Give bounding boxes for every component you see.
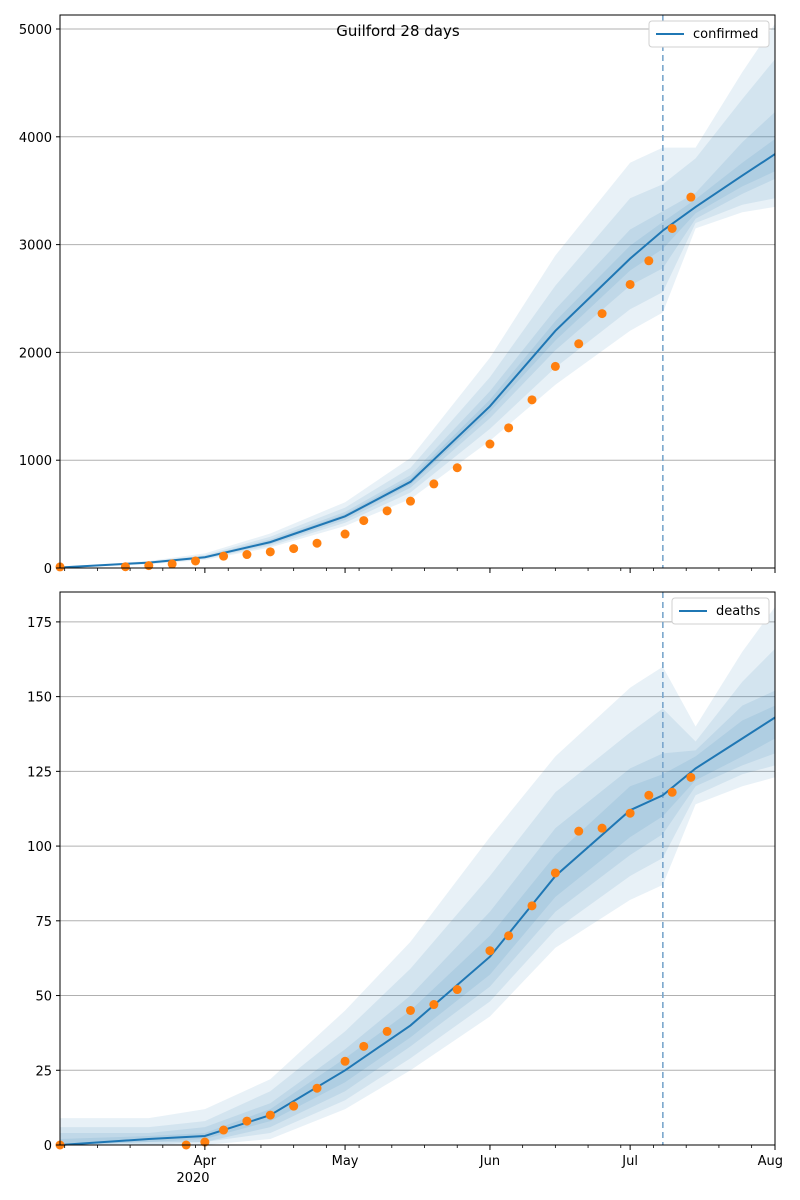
deaths-model-line	[59, 716, 776, 1146]
credible-band	[60, 23, 775, 568]
observed-point	[191, 556, 201, 566]
y-tick-label: 150	[27, 691, 52, 706]
observed-point	[574, 339, 584, 349]
confirmed-chart: 0 1000 2000 3000 4000 5000 Guilford 28 days c…	[19, 14, 776, 577]
y-tick-label: 100	[27, 840, 52, 855]
observed-point	[667, 787, 677, 797]
y-tick-label: 0	[44, 562, 52, 577]
observed-point	[340, 1056, 350, 1066]
observed-point	[504, 931, 514, 941]
observed-point	[686, 772, 696, 782]
observed-point	[485, 439, 495, 449]
observed-point	[340, 529, 350, 539]
observed-point	[574, 826, 584, 836]
observed-point	[644, 790, 654, 800]
legend-label-confirmed: confirmed	[693, 27, 759, 42]
confirmed-grid	[60, 28, 775, 461]
deaths-observed-points	[55, 772, 696, 1150]
legend-label-deaths: deaths	[716, 604, 761, 619]
confirmed-y-ticks: 0 1000 2000 3000 4000 5000	[19, 23, 60, 577]
observed-point	[485, 946, 495, 956]
deaths-legend: deaths	[671, 597, 770, 625]
observed-point	[265, 547, 275, 557]
legend-box	[671, 597, 770, 625]
model-line	[59, 716, 776, 1146]
observed-point	[597, 309, 607, 319]
observed-point	[289, 544, 299, 554]
x-tick-label: Apr	[194, 1154, 217, 1169]
x-tick-label: Aug	[758, 1154, 783, 1169]
observed-point	[265, 1110, 275, 1120]
credible-band	[60, 606, 775, 1145]
model-line	[59, 153, 776, 569]
y-tick-label: 50	[35, 990, 52, 1005]
y-tick-label: 25	[35, 1064, 52, 1079]
deaths-axes	[59, 591, 776, 1146]
y-tick-label: 4000	[19, 131, 52, 146]
credible-band	[60, 648, 775, 1145]
deaths-bands	[60, 606, 775, 1145]
observed-point	[550, 361, 560, 371]
y-tick-label: 125	[27, 765, 52, 780]
observed-point	[359, 1041, 369, 1051]
observed-point	[667, 223, 677, 233]
observed-point	[429, 479, 439, 489]
observed-point	[597, 823, 607, 833]
observed-point	[550, 868, 560, 878]
deaths-x-ticks: Apr May Jun Jul Aug	[64, 1145, 783, 1169]
observed-point	[452, 463, 462, 473]
deaths-y-ticks: 0 25 50 75 100 125 150 175	[27, 616, 60, 1154]
confirmed-x-ticks	[64, 568, 776, 573]
y-tick-label: 0	[44, 1139, 52, 1154]
x-tick-label: Jun	[479, 1154, 500, 1169]
observed-point	[312, 538, 322, 548]
observed-point	[167, 559, 177, 569]
y-tick-label: 2000	[19, 346, 52, 361]
y-tick-label: 5000	[19, 23, 52, 38]
deaths-grid	[60, 621, 775, 1071]
observed-point	[625, 808, 635, 818]
observed-point	[527, 395, 537, 405]
deaths-chart: 0 25 50 75 100 125 150 175 Apr May Jun Jul Aug 2020…	[27, 591, 783, 1186]
x-tick-label: Jul	[621, 1154, 638, 1169]
observed-point	[242, 550, 252, 560]
x-year-label: 2020	[176, 1171, 209, 1186]
observed-point	[144, 561, 154, 571]
observed-point	[382, 1026, 392, 1036]
observed-point	[429, 1000, 439, 1010]
observed-point	[359, 516, 369, 526]
observed-point	[200, 1137, 210, 1147]
observed-point	[686, 192, 696, 202]
observed-point	[527, 901, 537, 911]
y-tick-label: 1000	[19, 454, 52, 469]
y-tick-label: 75	[35, 915, 52, 930]
observed-point	[382, 506, 392, 516]
legend-box	[648, 20, 770, 48]
y-tick-label: 175	[27, 616, 52, 631]
observed-point	[405, 496, 415, 506]
observed-point	[644, 256, 654, 266]
observed-point	[452, 985, 462, 995]
observed-point	[312, 1083, 322, 1093]
observed-point	[504, 423, 514, 433]
credible-band	[60, 690, 775, 1145]
confirmed-axes	[59, 14, 776, 569]
observed-point	[405, 1005, 415, 1015]
credible-band	[60, 59, 775, 568]
observed-point	[289, 1101, 299, 1111]
confirmed-legend: confirmed	[648, 20, 770, 48]
observed-point	[242, 1116, 252, 1126]
observed-point	[219, 1125, 229, 1135]
observed-point	[219, 551, 229, 561]
axes-frame	[59, 591, 776, 1146]
confirmed-model-line	[59, 153, 776, 569]
observed-point	[120, 562, 130, 572]
y-tick-label: 3000	[19, 239, 52, 254]
x-tick-label: May	[332, 1154, 359, 1169]
axes-frame	[59, 14, 776, 569]
observed-point	[625, 279, 635, 289]
chart-title: Guilford 28 days	[336, 22, 460, 40]
